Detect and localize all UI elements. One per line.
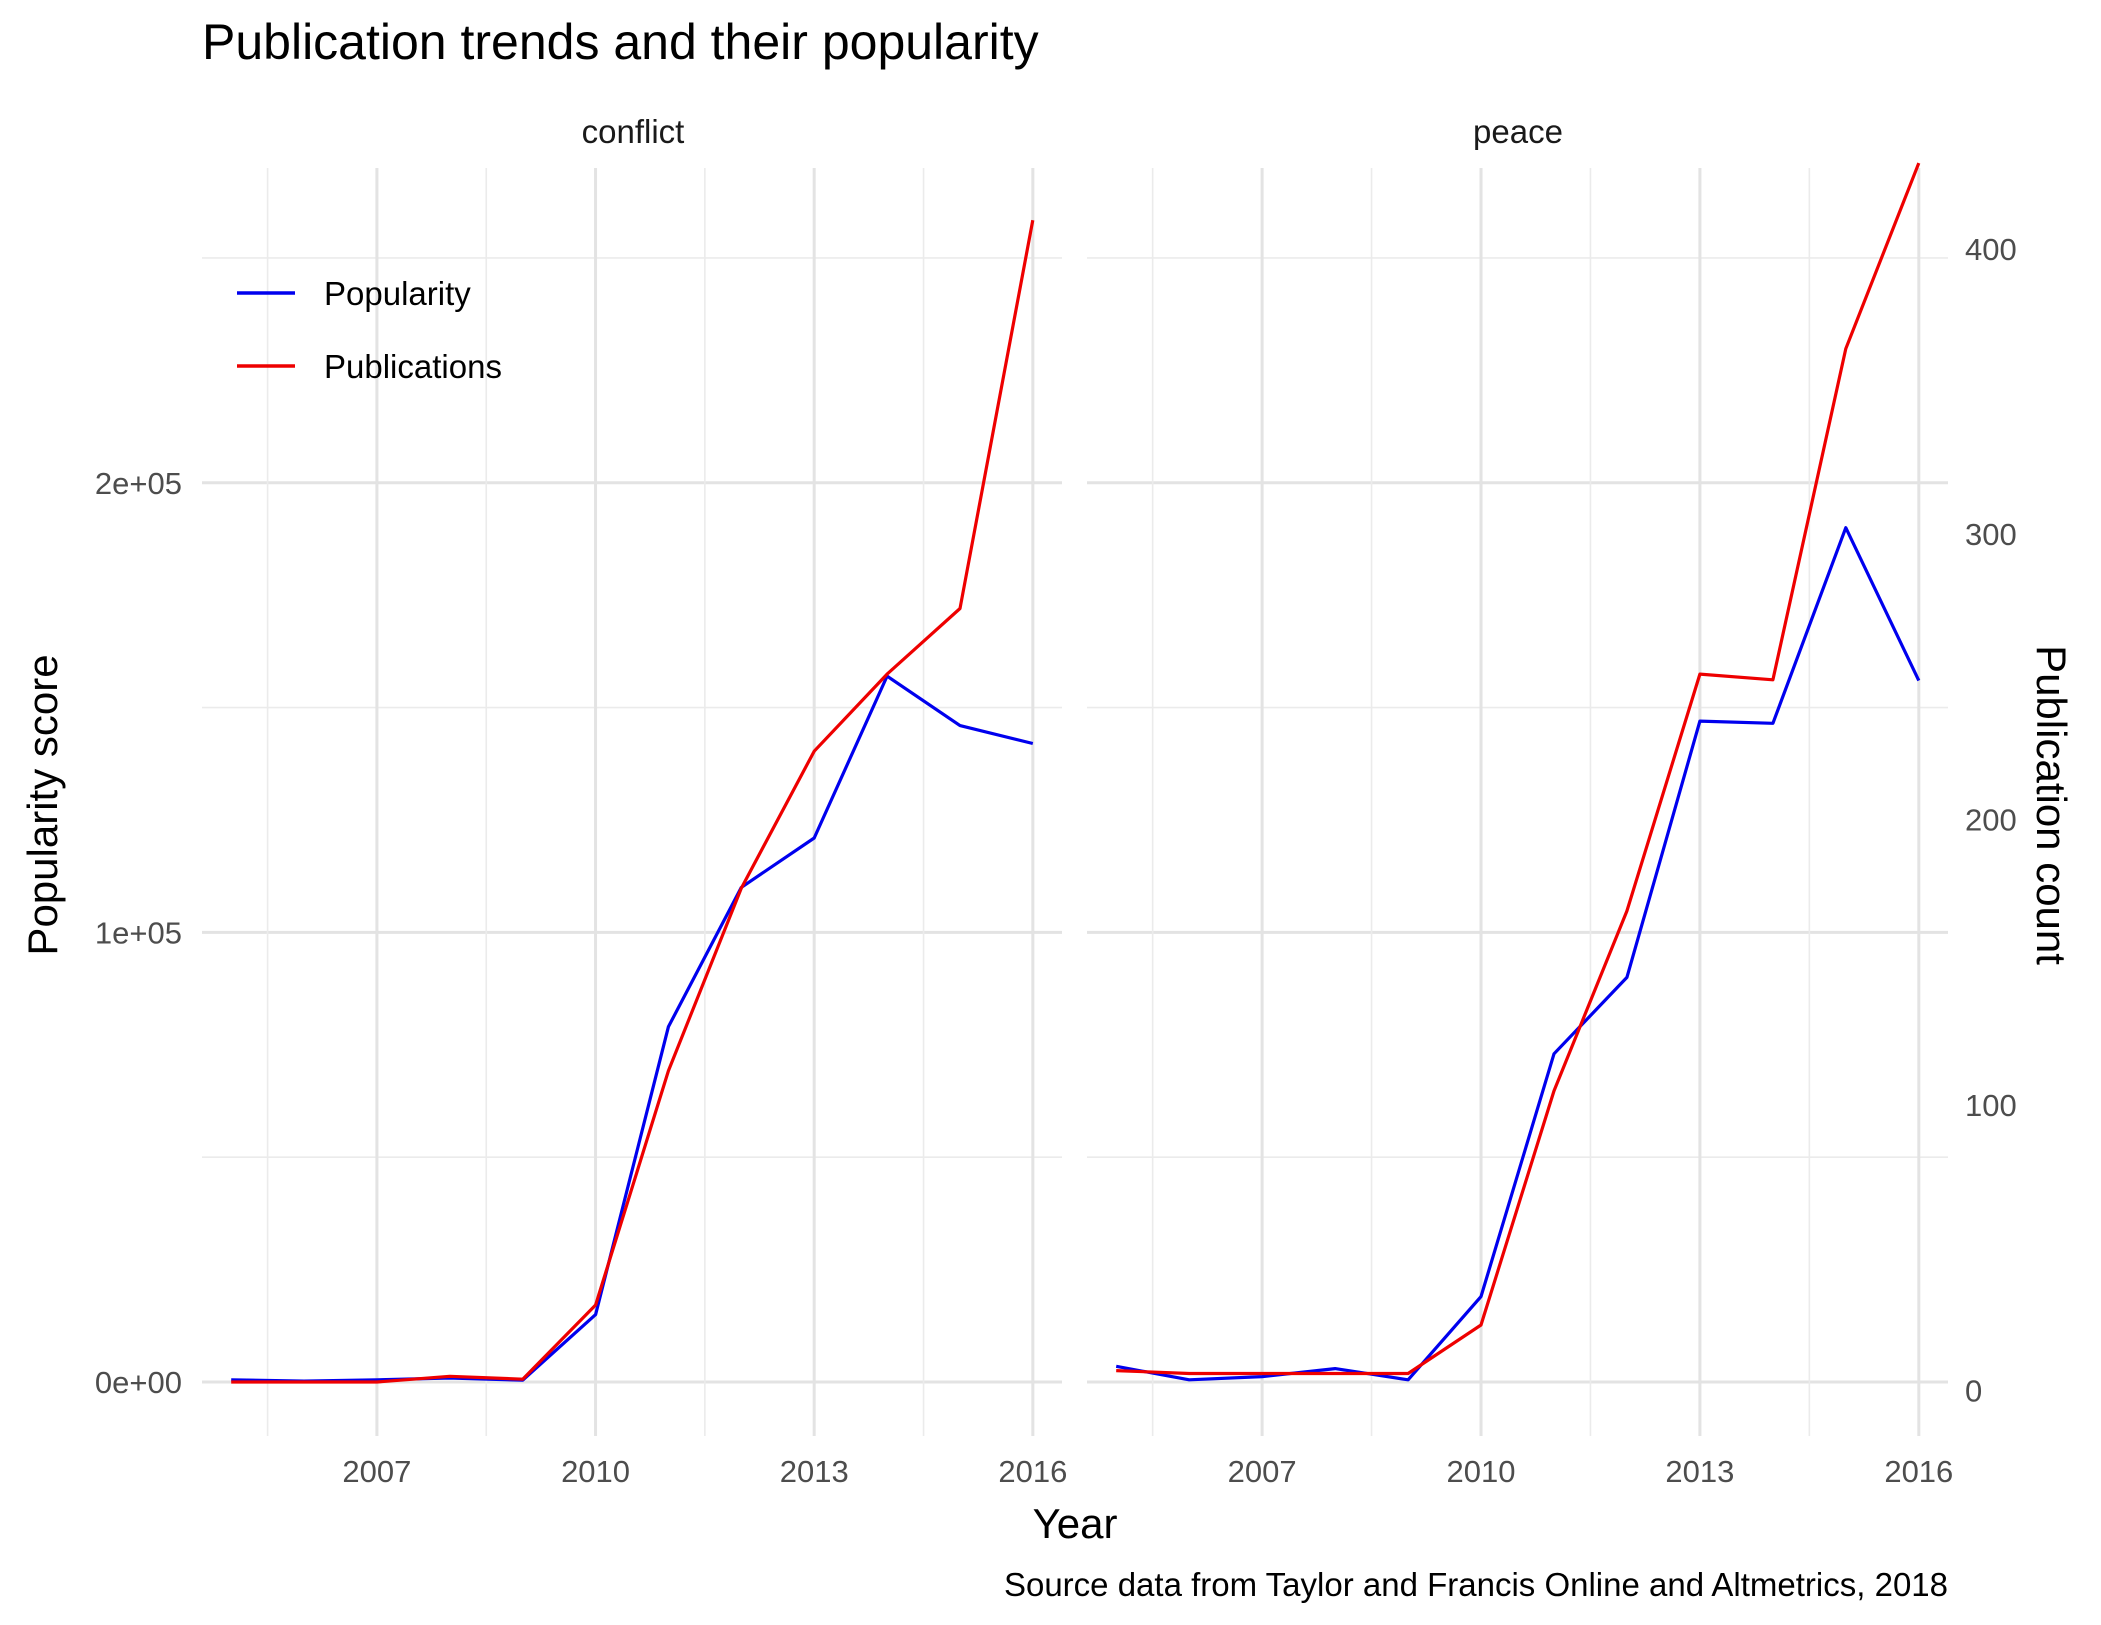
right-axis-title: Publication count [2028, 645, 2075, 965]
left-tick-label: 0e+00 [95, 1365, 182, 1400]
x-tick-label-peace: 2010 [1447, 1454, 1516, 1489]
left-tick-label: 1e+05 [95, 915, 182, 950]
legend-label-popularity: Popularity [324, 275, 471, 312]
chart-caption: Source data from Taylor and Francis Onli… [1004, 1566, 1948, 1603]
x-axis-title: Year [1033, 1500, 1118, 1547]
x-tick-label-conflict: 2016 [998, 1454, 1067, 1489]
x-tick-label-conflict: 2010 [561, 1454, 630, 1489]
panel-conflict-lines [231, 219, 1035, 1384]
right-axis-ticks: 0 100 200 300 400 [1965, 232, 2017, 1409]
right-tick-label: 100 [1965, 1088, 2017, 1123]
left-tick-label: 2e+05 [95, 466, 182, 501]
panel-title-peace: peace [1473, 113, 1563, 150]
series-line-publications-conflict [231, 219, 1035, 1384]
panel-peace-grid [1087, 168, 1948, 1436]
x-tick-label-conflict: 2013 [780, 1454, 849, 1489]
right-tick-label: 0 [1965, 1374, 1982, 1409]
x-tick-label-peace: 2007 [1228, 1454, 1297, 1489]
series-line-popularity-peace [1115, 526, 1921, 1382]
right-tick-label: 400 [1965, 232, 2017, 267]
chart-title: Publication trends and their popularity [202, 14, 1039, 70]
legend-label-publications: Publications [324, 348, 502, 385]
panel-peace-lines [1115, 162, 1921, 1382]
series-line-popularity-conflict [231, 674, 1034, 1383]
series-line-publications-peace [1116, 162, 1921, 1376]
x-axis-ticks: 2007 2010 2013 2016 2007 2010 2013 2016 [342, 1454, 1953, 1489]
right-tick-label: 200 [1965, 803, 2017, 838]
left-axis-ticks: 0e+00 1e+05 2e+05 [95, 466, 182, 1400]
x-tick-label-peace: 2016 [1884, 1454, 1953, 1489]
panel-title-conflict: conflict [582, 113, 685, 150]
left-axis-title: Popularity score [19, 654, 66, 955]
x-tick-label-conflict: 2007 [342, 1454, 411, 1489]
legend: Popularity Publications [237, 275, 502, 385]
x-tick-label-peace: 2013 [1665, 1454, 1734, 1489]
panel-conflict-grid [202, 168, 1062, 1436]
right-tick-label: 300 [1965, 517, 2017, 552]
